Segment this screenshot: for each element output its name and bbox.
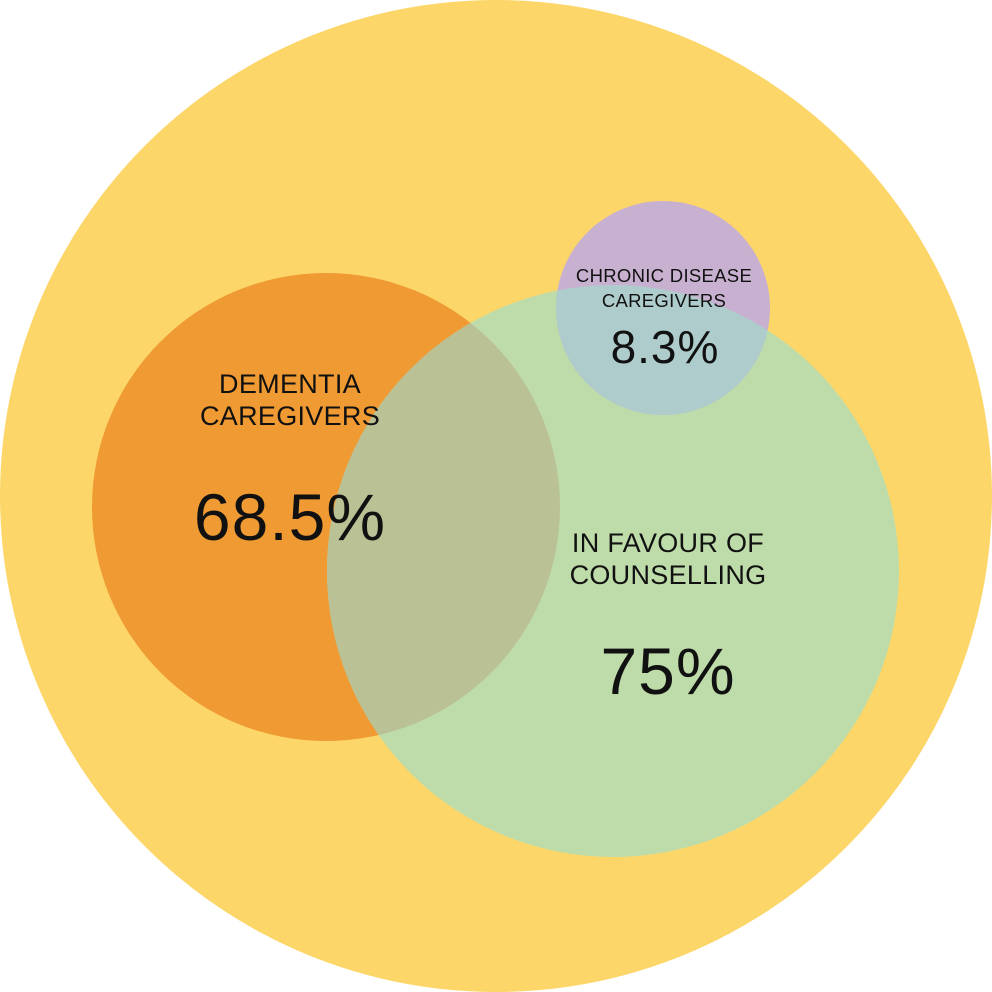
chronic-title: CHRONIC DISEASE CAREGIVERS (576, 264, 752, 314)
dementia-title: DEMENTIA CAREGIVERS (200, 368, 380, 433)
dementia-title-line1: DEMENTIA (219, 369, 361, 399)
counselling-title: IN FAVOUR OF COUNSELLING (570, 527, 767, 592)
counselling-title-line2: COUNSELLING (569, 560, 767, 591)
counselling-value: 75% (600, 634, 736, 708)
chronic-title-line1: CHRONIC DISEASE (575, 265, 753, 286)
chronic-counselling-overlap (556, 285, 770, 415)
counselling-title-line1: IN FAVOUR OF (571, 528, 765, 558)
dementia-title-line2: CAREGIVERS (199, 401, 381, 432)
chronic-value: 8.3% (610, 321, 720, 373)
chronic-title-line2: CAREGIVERS (601, 289, 727, 311)
dementia-value: 68.5% (193, 480, 387, 554)
